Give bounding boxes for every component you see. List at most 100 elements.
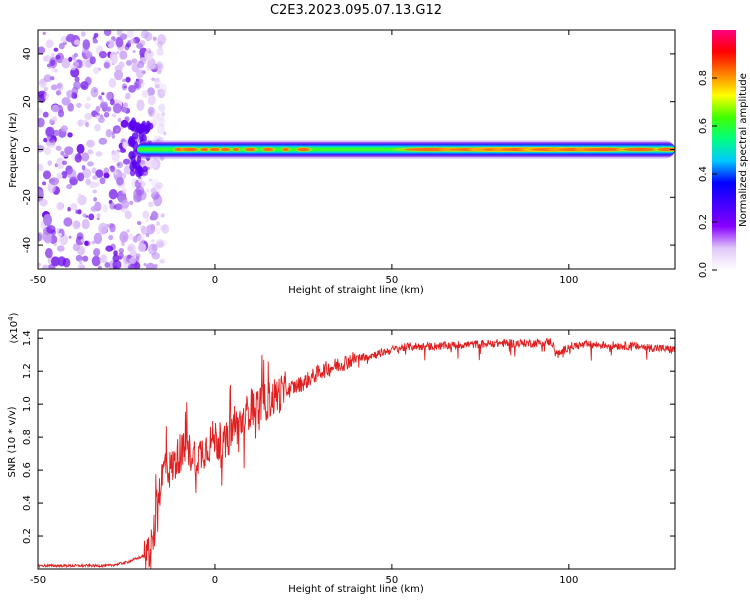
spec-noise-blob: [129, 256, 137, 265]
spec-noise-blob: [102, 254, 107, 260]
spec-noise-blob: [104, 261, 110, 268]
spec-noise-blob: [68, 56, 73, 62]
spec-noise-blob: [138, 178, 143, 183]
spec-noise-blob: [118, 255, 122, 260]
spec-noise-blob: [93, 197, 97, 202]
spec-noise-blob: [160, 213, 165, 218]
spec-warm-spot: [616, 146, 664, 153]
spec-noise-blob: [122, 141, 128, 149]
spec-noise-blob: [53, 243, 57, 246]
spec-noise-blob: [145, 218, 149, 223]
spec-noise-blob: [55, 145, 62, 151]
spec-noise-blob: [129, 200, 134, 205]
spec-noise-blob: [94, 123, 101, 132]
spec-noise-blob: [111, 134, 116, 139]
spec-noise-blob: [77, 172, 85, 182]
spec-noise-blob: [38, 163, 44, 172]
spec-noise-blob: [114, 203, 123, 211]
spec-noise-blob: [105, 245, 114, 252]
spec-noise-blob: [131, 58, 138, 64]
spec-noise-blob: [108, 234, 114, 241]
spec-noise-blob: [42, 264, 49, 269]
spec-noise-blob: [103, 167, 110, 175]
spec-hot-spot: [622, 147, 657, 152]
spec-noise-blob: [77, 262, 85, 269]
spec-noise-blob: [103, 172, 110, 179]
spec-noise-blob: [153, 79, 162, 86]
spec-noise-blob: [70, 202, 78, 211]
spec-warm-spot: [392, 146, 477, 153]
spec-noise-blob: [116, 105, 121, 110]
spec-noise-blob: [127, 254, 132, 259]
spec-noise-blob: [121, 83, 128, 91]
snr-y-tick-label: 1.0: [22, 396, 33, 412]
spec-noise-blob: [161, 223, 170, 234]
spec-noise-blob: [152, 36, 157, 41]
spec-noise-blob: [76, 232, 84, 240]
spec-noise-blob: [71, 92, 78, 100]
spec-noise-blob: [87, 149, 94, 155]
spec-noise-blob: [136, 234, 145, 245]
spec-noise-blob: [123, 102, 129, 108]
spec-noise-blob: [113, 69, 124, 81]
spec-noise-blob: [147, 57, 156, 70]
spec-noise-blob: [91, 167, 97, 174]
snr-y-multiplier: (x104): [7, 312, 20, 343]
spec-noise-blob: [92, 189, 97, 194]
spec-noise-blob: [105, 91, 113, 101]
spec-warm-spot: [281, 146, 291, 153]
spec-noise-blob: [136, 99, 145, 111]
spec-noise-blob: [47, 160, 53, 166]
spec-noise-blob: [67, 132, 73, 138]
spec-noise-blob: [145, 233, 150, 238]
spec-noise-blob: [38, 108, 43, 116]
spec-noise-blob: [106, 41, 110, 45]
spec-warm-spot: [207, 146, 223, 153]
spec-noise-blob: [119, 50, 128, 60]
spec-noise-blob: [90, 86, 99, 98]
spec-noise-blob: [43, 92, 50, 100]
spec-noise-blob: [57, 109, 65, 118]
spec-noise-blob: [49, 57, 58, 69]
spec-noise-blob: [77, 192, 82, 198]
spec-noise-blob: [163, 131, 167, 136]
spec-noise-blob: [68, 235, 72, 239]
spec-noise-blob: [88, 181, 98, 189]
spec-warm-spot: [652, 146, 675, 153]
spec-noise-blob: [121, 199, 130, 209]
snr-y-ticks: 0.2 0.4 0.6 0.8 1.0 1.2 1.4: [22, 330, 675, 544]
spec-noise-blob: [132, 235, 139, 243]
spec-noise-blob: [54, 68, 58, 73]
spec-noise-blob: [154, 39, 160, 46]
spec-noise-blob: [38, 117, 45, 128]
spec-hot-spot: [282, 147, 289, 152]
spec-y-tick-label: -20: [22, 189, 33, 205]
spec-noise-blob: [141, 90, 149, 98]
spec-noise-blob: [117, 117, 122, 123]
spec-noise-blob: [49, 234, 58, 245]
spec-noise-blob: [53, 47, 59, 52]
spec-noise-blob: [58, 232, 62, 237]
spec-noise-blob: [156, 69, 162, 75]
spec-noise-blob: [91, 240, 96, 245]
spec-noise-blob: [50, 116, 58, 122]
spec-noise-blob: [42, 170, 52, 180]
spec-noise-blob: [154, 83, 160, 89]
spec-noise-blob: [85, 178, 92, 186]
spec-x-tick-label: -50: [30, 275, 46, 286]
spec-noise-blob: [41, 181, 47, 186]
spec-noise-blob: [73, 81, 82, 90]
snr-x-tick-label: 0: [212, 575, 218, 586]
spec-onset-blob: [128, 151, 135, 160]
spec-hot-spot: [583, 147, 626, 152]
spec-noise-blob: [38, 262, 41, 268]
spec-noise-blob: [92, 175, 98, 180]
spec-noise-blob: [157, 34, 167, 46]
snr-x-tick-label: -50: [30, 575, 46, 586]
spec-noise-blob: [82, 255, 89, 262]
spec-noise-blob: [73, 39, 81, 46]
spec-noise-blob: [38, 46, 46, 55]
colorbar-label: Normalized spectral amplitude: [738, 73, 749, 227]
spec-noise-blob: [127, 243, 136, 253]
spec-warm-spot: [172, 146, 187, 153]
